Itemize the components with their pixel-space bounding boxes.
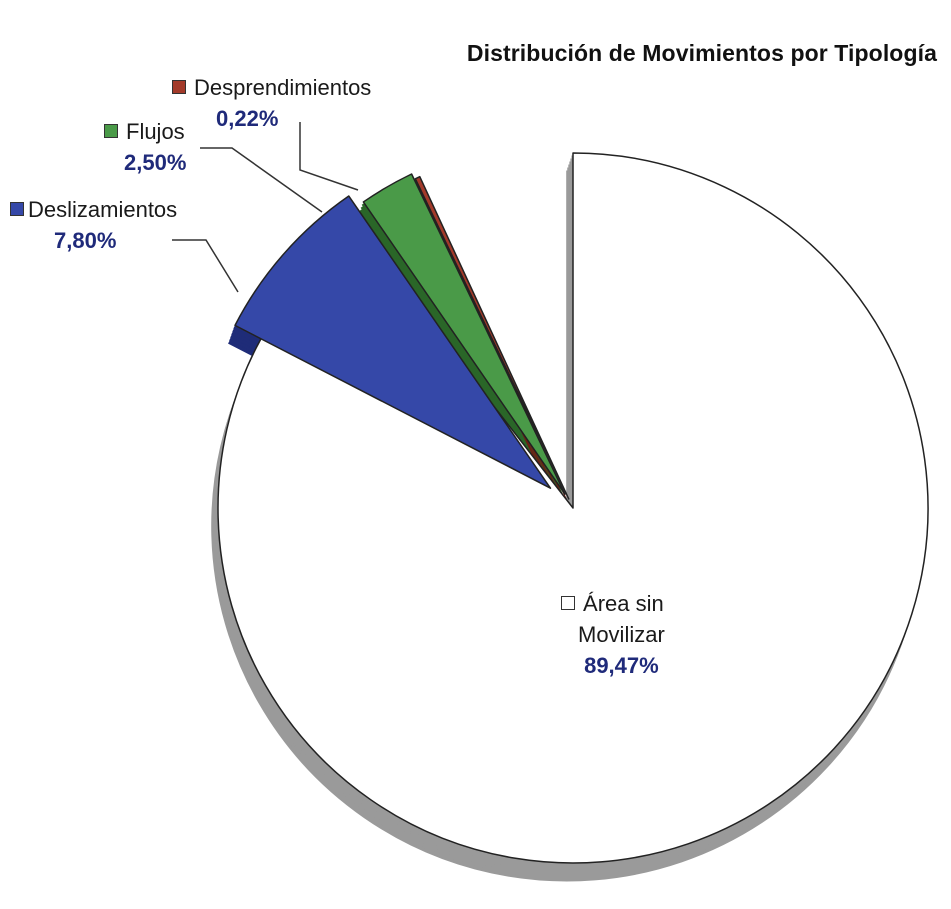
slice-name-flujos: Flujos [126, 119, 185, 144]
legend-key-desprendimientos [172, 80, 186, 94]
leader-line-desprendimientos [299, 122, 359, 191]
chart-title: Distribución de Movimientos por Tipologí… [466, 40, 937, 66]
slice-name-area-line-2: Movilizar [578, 622, 665, 647]
slice-percent-desprendimientos: 0,22% [216, 106, 279, 131]
legend-key-area-sin-movilizar [561, 596, 576, 610]
slice-percent-flujos: 2,50% [124, 150, 187, 175]
slice-flujos [362, 173, 566, 495]
legend-key-flujos [104, 124, 118, 138]
legend-key-deslizamientos [10, 202, 24, 216]
slice-deslizamientos [234, 195, 552, 489]
leader-line-flujos [200, 147, 323, 213]
leader-lines [172, 122, 359, 293]
data-label-flujos: Flujos 2,50% [104, 116, 186, 178]
slice-percent-area-sin-movilizar: 89,47% [584, 653, 659, 678]
slice-desprendimientos [414, 175, 570, 500]
data-label-deslizamientos: Deslizamientos 7,80% [10, 194, 177, 256]
leader-line-deslizamientos [172, 239, 239, 293]
data-label-desprendimientos: Desprendimientos 0,22% [172, 72, 371, 134]
pie-tops [217, 152, 929, 864]
slice-name-deslizamientos: Deslizamientos [28, 197, 178, 222]
slice-name-desprendimientos: Desprendimientos [194, 75, 372, 100]
slice-name-area-line-1: Área sin [583, 591, 664, 616]
slice-percent-deslizamientos: 7,80% [54, 228, 117, 253]
data-label-area-sin-movilizar: Área sin Movilizar 89,47% [560, 588, 665, 681]
